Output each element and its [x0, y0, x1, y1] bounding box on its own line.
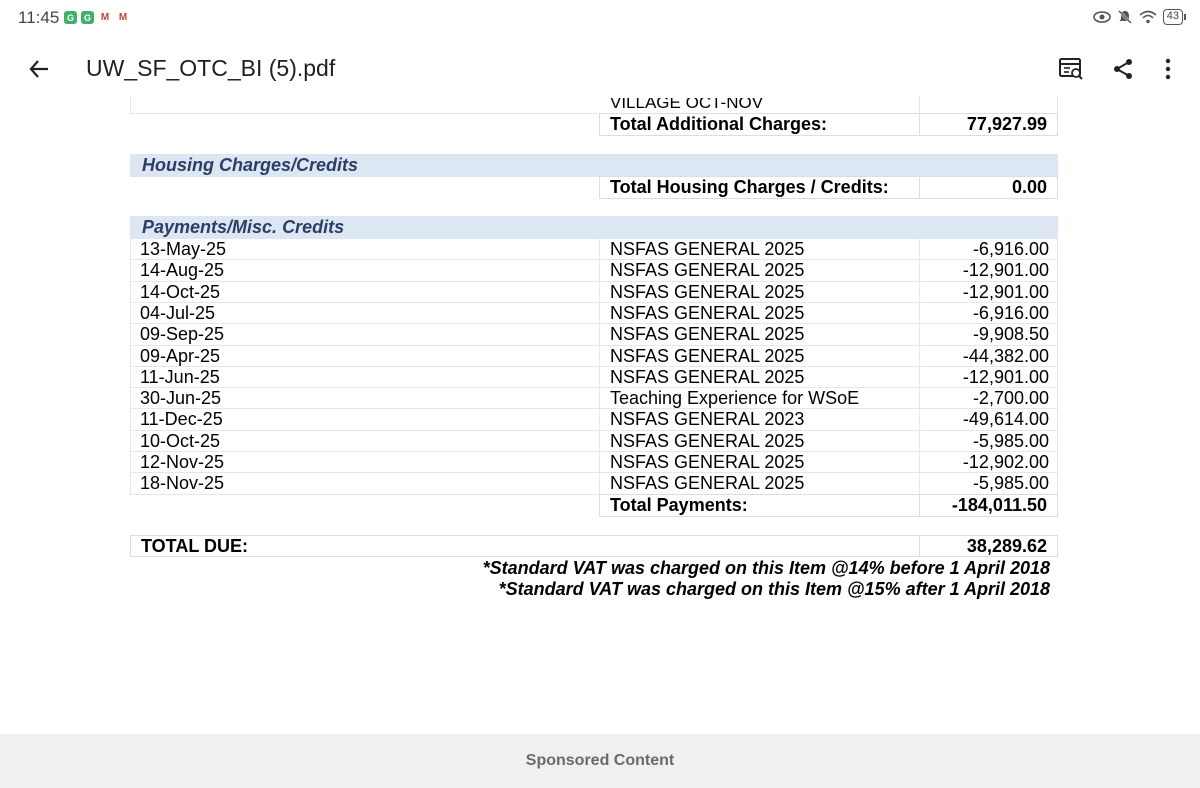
payment-description: NSFAS GENERAL 2025 — [610, 324, 805, 345]
payment-description: NSFAS GENERAL 2025 — [610, 345, 805, 366]
divider — [1057, 96, 1058, 114]
payment-date: 09-Apr-25 — [140, 345, 221, 366]
notification-g-icon: G — [81, 11, 94, 24]
row-divider — [130, 344, 1058, 346]
pdf-page[interactable]: VILLAGE OCT-NOV Total Additional Charges… — [130, 96, 1059, 616]
row-divider — [130, 365, 1058, 367]
row-divider — [130, 323, 1058, 325]
payment-description: NSFAS GENERAL 2025 — [610, 260, 805, 281]
total-housing-label: Total Housing Charges / Credits: — [599, 176, 920, 199]
sponsored-content-label: Sponsored Content — [525, 752, 675, 769]
total-housing-value: 0.00 — [919, 176, 1058, 199]
row-divider — [130, 301, 1058, 303]
back-arrow-icon — [29, 60, 48, 78]
more-vert-icon — [1165, 58, 1171, 80]
document-search-icon — [1059, 58, 1083, 80]
payment-amount: -12,901.00 — [962, 260, 1049, 281]
payment-description: NSFAS GENERAL 2025 — [610, 473, 805, 494]
row-divider — [130, 387, 1058, 389]
payment-date: 13-May-25 — [140, 239, 227, 259]
gmail-icon: M — [100, 12, 110, 23]
cut-off-line-text: VILLAGE OCT-NOV — [610, 96, 764, 112]
payment-description: Teaching Experience for WSoE — [610, 388, 860, 409]
housing-section-title: Housing Charges/Credits — [142, 155, 359, 175]
column-divider — [1057, 239, 1058, 495]
payment-description: NSFAS GENERAL 2025 — [610, 302, 805, 323]
vat-note-15: *Standard VAT was charged on this Item @… — [498, 579, 1050, 599]
divider — [130, 96, 131, 114]
payment-amount: -9,908.50 — [972, 324, 1049, 345]
muted-bell-icon — [1117, 10, 1132, 24]
total-payments-value: -184,011.50 — [919, 494, 1058, 517]
status-bar: 11:45 G G M M 43 — [0, 0, 1200, 36]
payment-description: NSFAS GENERAL 2023 — [610, 409, 805, 430]
total-additional-charges-value: 77,927.99 — [919, 113, 1058, 136]
notification-icons: G G M M — [64, 11, 130, 24]
payments-section-header: Payments/Misc. Credits — [130, 216, 1058, 239]
document-search-button[interactable] — [1056, 54, 1086, 84]
payment-date: 14-Aug-25 — [140, 260, 225, 281]
payment-date: 14-Oct-25 — [140, 281, 221, 302]
payments-section-title: Payments/Misc. Credits — [142, 217, 345, 237]
payment-amount: -12,901.00 — [962, 366, 1049, 387]
total-due-label: TOTAL DUE: — [130, 535, 920, 557]
app-bar: UW_SF_OTC_BI (5).pdf — [0, 40, 1200, 98]
housing-section-header: Housing Charges/Credits — [130, 154, 1058, 177]
payment-amount: -5,985.00 — [972, 430, 1049, 451]
payment-date: 30-Jun-25 — [140, 388, 222, 409]
sponsored-content-banner[interactable]: Sponsored Content — [0, 734, 1200, 788]
payment-date: 12-Nov-25 — [140, 452, 225, 472]
payment-amount: -49,614.00 — [962, 409, 1049, 430]
more-options-button[interactable] — [1153, 54, 1183, 84]
divider — [130, 113, 598, 114]
payment-amount: -12,902.00 — [962, 452, 1049, 472]
payment-description: NSFAS GENERAL 2025 — [610, 281, 805, 302]
gmail-icon: M — [118, 12, 128, 23]
payment-description: NSFAS GENERAL 2025 — [610, 366, 805, 387]
payment-date: 18-Nov-25 — [140, 473, 225, 494]
row-divider — [130, 493, 1058, 495]
battery-icon: 43 — [1162, 9, 1183, 25]
payment-amount: -12,901.00 — [962, 281, 1049, 302]
column-divider — [919, 239, 920, 495]
row-divider — [130, 472, 1058, 474]
row-divider — [130, 429, 1058, 431]
payment-description: NSFAS GENERAL 2025 — [610, 239, 805, 259]
column-divider — [599, 239, 600, 495]
share-icon — [1114, 59, 1132, 79]
wifi-icon — [1139, 10, 1157, 24]
column-divider — [130, 239, 131, 495]
row-divider — [130, 259, 1058, 261]
payment-date: 11-Dec-25 — [140, 409, 223, 430]
payment-description: NSFAS GENERAL 2025 — [610, 430, 805, 451]
payment-date: 04-Jul-25 — [140, 302, 216, 323]
total-payments-label: Total Payments: — [599, 494, 920, 517]
payment-date: 09-Sep-25 — [140, 324, 225, 345]
payment-date: 11-Jun-25 — [140, 366, 220, 387]
eye-icon — [1092, 11, 1111, 23]
row-divider — [130, 451, 1058, 452]
payment-date: 10-Oct-25 — [140, 430, 221, 451]
payment-amount: -5,985.00 — [972, 473, 1049, 494]
payment-amount: -6,916.00 — [972, 302, 1049, 323]
notification-g-icon: G — [64, 11, 77, 24]
total-due-value: 38,289.62 — [919, 535, 1058, 557]
divider — [919, 96, 920, 114]
document-title: UW_SF_OTC_BI (5).pdf — [86, 55, 336, 81]
row-divider — [130, 408, 1058, 410]
back-button[interactable] — [24, 54, 54, 84]
row-divider — [130, 280, 1058, 282]
system-icons: 43 — [1092, 9, 1186, 25]
share-button[interactable] — [1108, 54, 1138, 84]
battery-tip — [1184, 14, 1186, 20]
payment-amount: -2,700.00 — [972, 388, 1049, 409]
payment-amount: -6,916.00 — [972, 239, 1049, 259]
status-time: 11:45 — [18, 8, 60, 27]
payment-description: NSFAS GENERAL 2025 — [610, 452, 805, 472]
vat-note-14: *Standard VAT was charged on this Item @… — [482, 558, 1050, 578]
total-additional-charges-label: Total Additional Charges: — [599, 113, 920, 136]
payment-amount: -44,382.00 — [962, 345, 1049, 366]
